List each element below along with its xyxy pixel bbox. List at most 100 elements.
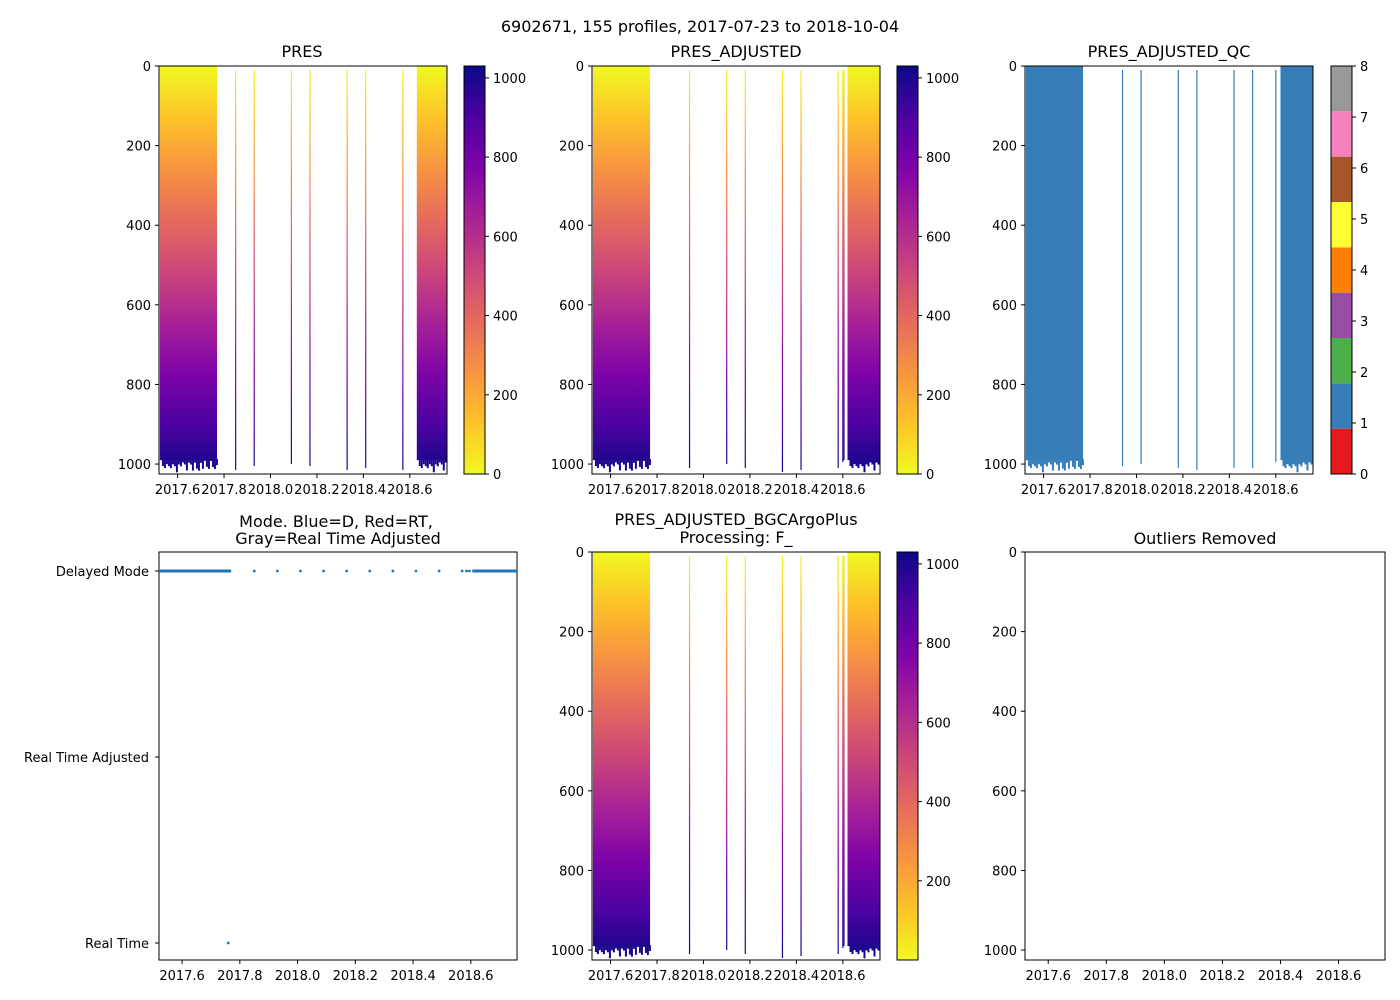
profile-column-tip: [867, 945, 870, 953]
profile-column-tip: [634, 945, 637, 955]
pres-adjusted-content: [592, 66, 880, 473]
colorbar-tick-label: 800: [926, 637, 951, 652]
profile-column-tip: [438, 459, 441, 463]
profile-column-tip: [426, 459, 429, 469]
colorbar-tick-label: 1000: [926, 558, 959, 573]
profile-column-tip: [169, 459, 172, 469]
pres-colorbar: 0 200 400 600 800 1000: [463, 65, 526, 483]
profile-line: [800, 69, 802, 471]
profile-block: [159, 66, 218, 461]
profile-column-tip: [1296, 459, 1299, 473]
profile-line: [402, 69, 404, 471]
y-tick-label: Real Time Adjusted: [24, 751, 149, 766]
mode-point: [275, 569, 279, 573]
colorbar-tick-label: 6: [1360, 162, 1368, 177]
mode-point: [252, 569, 256, 573]
x-tick-label: 2018.6: [387, 483, 433, 498]
profile-column-tip: [873, 459, 876, 471]
profile-block: [847, 552, 880, 947]
profile-line: [842, 555, 844, 949]
profile-column-tip: [634, 459, 637, 469]
profile-line: [837, 69, 839, 469]
mode-point: [345, 569, 349, 573]
colorbar-tick-label: 600: [926, 716, 951, 731]
x-tick-label: 2017.8: [217, 969, 263, 984]
profile-column-tip: [600, 459, 603, 467]
profile-column-tip: [440, 459, 443, 465]
colorbar-tick-label: 8: [1360, 60, 1368, 75]
panel-title-line2: Processing: F_: [679, 528, 793, 548]
profile-column-tip: [1041, 459, 1044, 473]
profile-column-tip: [861, 459, 864, 467]
profile-column-tip: [630, 945, 633, 957]
profile-column-tip: [1039, 459, 1042, 467]
y-tick-label: Delayed Mode: [56, 565, 149, 580]
y-tick-label: 400: [992, 705, 1017, 720]
profile-column-tip: [1075, 459, 1078, 461]
colorbar-tick-label: 5: [1360, 213, 1368, 228]
profile-column-tip: [1284, 459, 1287, 469]
profile-column-tip: [195, 459, 198, 469]
profile-column-tip: [159, 459, 162, 461]
y-tick-label: 800: [992, 378, 1017, 393]
profile-column-tip: [855, 945, 858, 953]
x-tick-label: 2017.6: [1021, 483, 1067, 498]
colorbar-tick-label: 400: [926, 310, 951, 325]
pres-adjusted-bgc-colorbar: 200 400 600 800 1000: [896, 551, 959, 961]
y-tick-label: 1000: [551, 944, 584, 959]
mode-point: [322, 569, 325, 573]
y-tick-label: 800: [559, 864, 584, 879]
colorbar-tick-label: 7: [1360, 111, 1368, 126]
profile-column-tip: [444, 459, 447, 463]
profile-column-tip: [1059, 459, 1062, 463]
profile-column-tip: [638, 459, 641, 467]
profile-column-tip: [1282, 459, 1285, 467]
profile-column-tip: [422, 459, 425, 465]
profile-column-tip: [1286, 459, 1289, 465]
profile-column-tip: [624, 459, 627, 471]
x-tick-label: 2018.6: [1316, 969, 1362, 984]
profile-column-tip: [604, 945, 607, 951]
y-tick-label: 600: [559, 299, 584, 314]
profile-line: [309, 69, 311, 467]
x-tick-label: 2018.0: [681, 969, 727, 984]
profile-column-tip: [620, 459, 623, 463]
profile-column-tip: [871, 459, 874, 465]
profile-line: [726, 555, 728, 951]
profile-column-tip: [1300, 459, 1303, 467]
figure-suptitle: 6902671, 155 profiles, 2017-07-23 to 201…: [501, 17, 899, 36]
profile-column-tip: [592, 459, 595, 461]
profile-column-tip: [604, 459, 607, 465]
profile-column-tip: [167, 459, 170, 467]
profile-column-tip: [622, 945, 625, 951]
profile-column-tip: [1061, 459, 1064, 469]
profile-column-tip: [1308, 459, 1311, 463]
panel-title: PRES: [281, 42, 322, 61]
panel-mode: Mode. Blue=D, Red=RT, Gray=Real Time Adj…: [24, 512, 518, 984]
profile-column-tip: [861, 945, 864, 953]
profile-column-tip: [596, 459, 599, 469]
profile-column-tip: [646, 459, 649, 469]
profile-column-tip: [428, 459, 431, 465]
x-tick-label: 2017.6: [588, 969, 634, 984]
profile-column-tip: [191, 459, 194, 471]
y-tick-label: 600: [992, 299, 1017, 314]
profile-column-tip: [442, 459, 445, 471]
profile-column-tip: [1025, 459, 1028, 461]
colorbar-tick-label: 800: [926, 151, 951, 166]
profile-column-tip: [642, 459, 645, 461]
colorbar-tick-label: 600: [926, 230, 951, 245]
profile-column-tip: [203, 459, 206, 461]
profile-column-tip: [1049, 459, 1052, 465]
profile-column-tip: [853, 459, 856, 465]
x-tick-label: 2018.2: [1200, 969, 1246, 984]
y-tick-label: 0: [576, 60, 584, 75]
profile-line: [346, 69, 348, 471]
profile-column-tip: [199, 459, 202, 463]
x-tick-label: 2018.0: [681, 483, 727, 498]
profile-column-tip: [592, 945, 595, 947]
profile-column-tip: [644, 945, 647, 953]
y-tick-label: 400: [559, 705, 584, 720]
outliers-axes-frame: [1024, 551, 1386, 961]
